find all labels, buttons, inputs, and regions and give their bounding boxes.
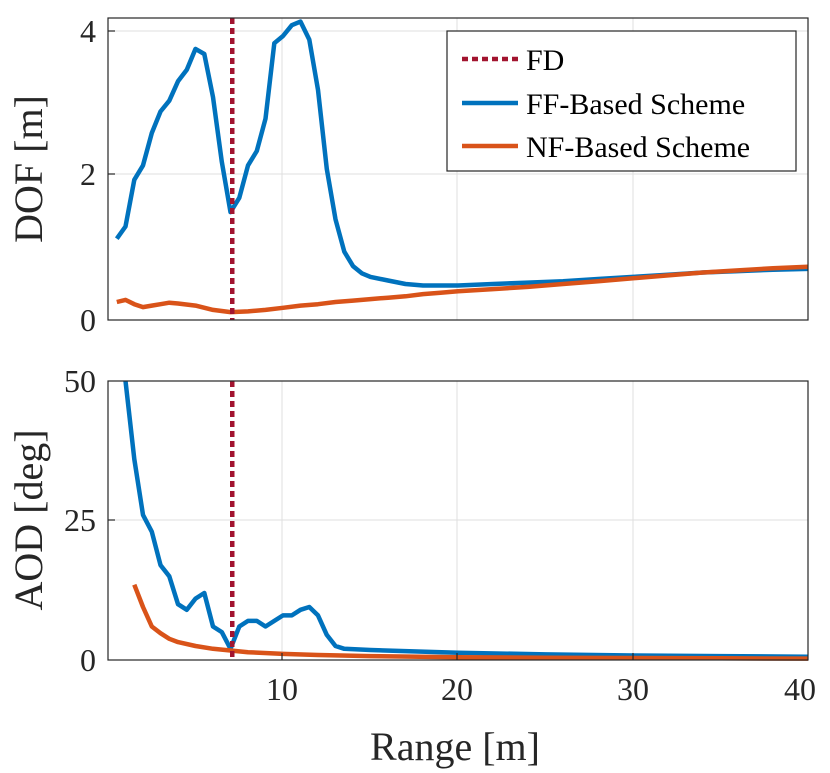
dof-y-axis-label: DOF [m] xyxy=(6,95,51,243)
legend-fd-label: FD xyxy=(526,44,564,77)
dof-ytick-label-2: 2 xyxy=(80,156,96,192)
legend-ff-label: FF-Based Scheme xyxy=(526,88,745,121)
aod-ytick-label-25: 25 xyxy=(64,502,96,538)
aod-series-ff-line xyxy=(123,380,809,659)
aod-ytick-label-50: 50 xyxy=(64,363,96,399)
aod-x-ticks: 10 20 30 40 xyxy=(266,653,816,707)
dof-series-ff-line xyxy=(114,19,809,288)
dof-series-nf-line xyxy=(116,264,809,315)
aod-xtick-label-10: 10 xyxy=(266,671,298,707)
aod-xtick-label-40: 40 xyxy=(784,671,816,707)
dof-ytick-label-0: 0 xyxy=(80,302,96,338)
dof-axes-frame xyxy=(107,17,809,321)
aod-series-nf-line xyxy=(132,583,809,661)
aod-ytick-label-0: 0 xyxy=(80,642,96,678)
aod-y-axis-label: AOD [deg] xyxy=(6,429,51,610)
aod-panel: 50 25 0 10 20 30 40 AOD [deg] Range [m] xyxy=(6,363,816,769)
aod-xtick-label-20: 20 xyxy=(441,671,473,707)
dof-panel: 4 2 0 DOF [m] FD FF-Based Scheme NF-Base… xyxy=(6,13,809,338)
dof-y-ticks: 4 2 0 xyxy=(80,13,115,338)
aod-xtick-label-30: 30 xyxy=(617,671,649,707)
x-axis-label: Range [m] xyxy=(370,724,540,769)
legend-nf-label: NF-Based Scheme xyxy=(526,131,750,164)
legend: FD FF-Based Scheme NF-Based Scheme xyxy=(446,30,797,172)
dof-ytick-label-4: 4 xyxy=(80,13,96,49)
aod-y-ticks: 50 25 0 xyxy=(64,363,115,678)
